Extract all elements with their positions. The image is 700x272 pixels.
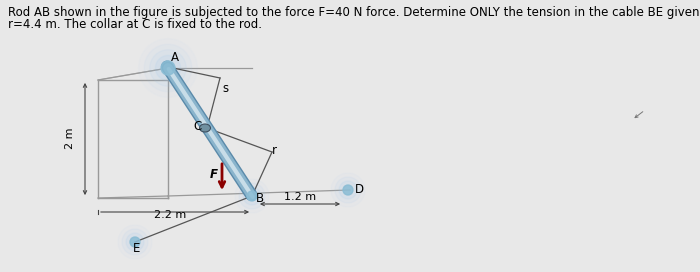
Text: Rod AB shown in the figure is subjected to the force F=40 N force. Determine ONL: Rod AB shown in the figure is subjected …	[8, 6, 700, 19]
Text: F: F	[210, 168, 218, 181]
Circle shape	[130, 237, 140, 247]
Text: E: E	[133, 242, 141, 255]
Ellipse shape	[199, 124, 211, 132]
Circle shape	[126, 233, 144, 251]
Circle shape	[343, 185, 353, 195]
Text: 1.2 m: 1.2 m	[284, 192, 316, 202]
Text: D: D	[355, 183, 364, 196]
Text: B: B	[256, 192, 264, 205]
Text: 2 m: 2 m	[65, 127, 75, 149]
Circle shape	[144, 44, 192, 92]
Circle shape	[122, 229, 148, 255]
Text: A: A	[171, 51, 179, 64]
Text: C: C	[193, 120, 202, 133]
Circle shape	[150, 50, 186, 86]
Circle shape	[335, 177, 361, 203]
Circle shape	[239, 183, 265, 209]
Text: 2.2 m: 2.2 m	[154, 210, 186, 220]
Text: r: r	[272, 144, 277, 157]
Circle shape	[161, 61, 175, 75]
Text: r=4.4 m. The collar at C is fixed to the rod.: r=4.4 m. The collar at C is fixed to the…	[8, 18, 262, 31]
Circle shape	[247, 191, 257, 201]
Circle shape	[243, 187, 261, 205]
Text: s: s	[222, 82, 228, 95]
Circle shape	[155, 55, 181, 81]
Circle shape	[339, 181, 357, 199]
